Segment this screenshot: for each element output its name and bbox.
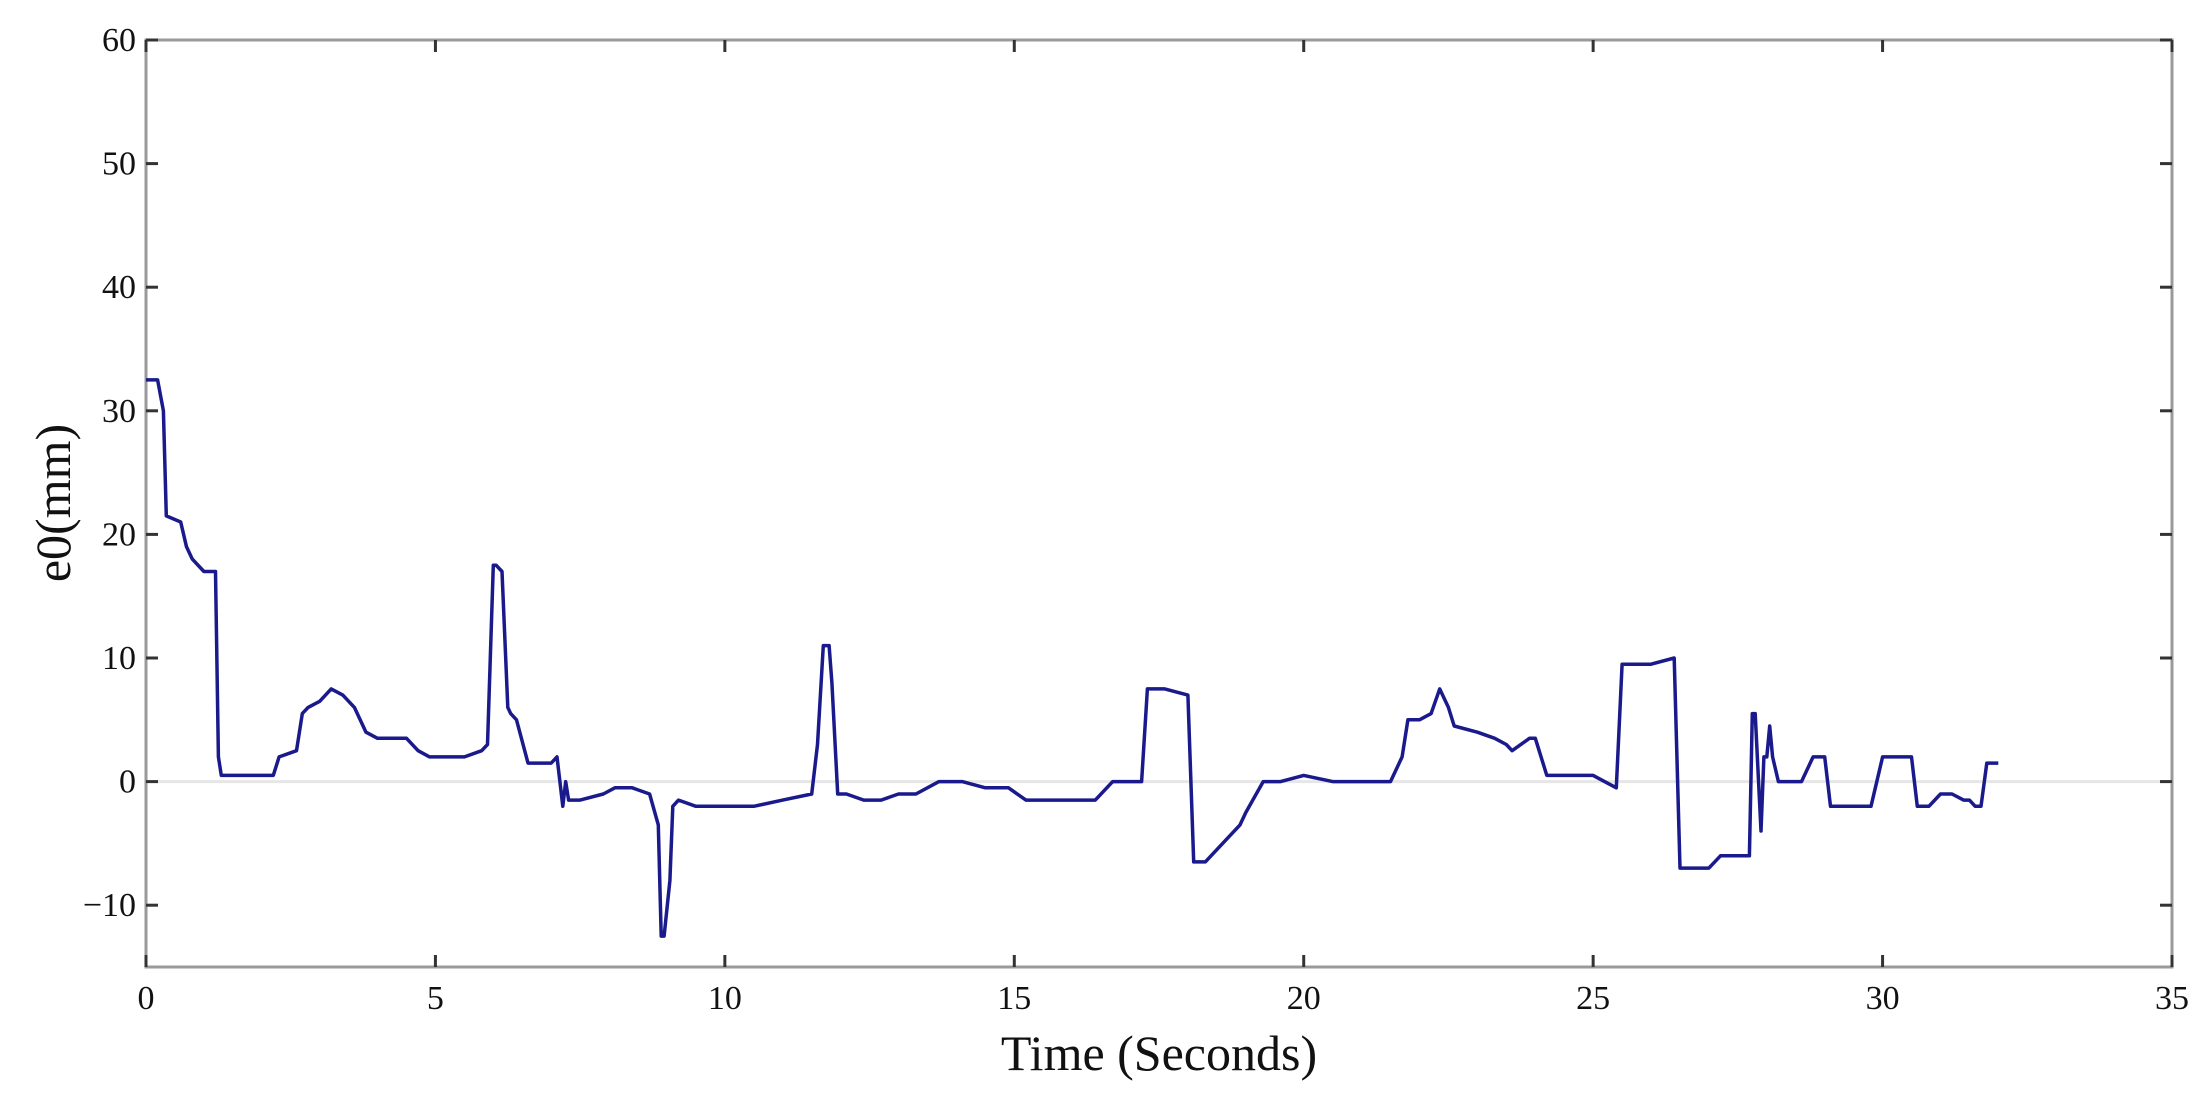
x-tick-label: 10	[708, 980, 742, 1017]
x-axis-title: Time (Seconds)	[1001, 1025, 1317, 1081]
y-tick-label: 0	[119, 764, 136, 801]
y-tick-labels: −10 0 10 20 30 40 50 60	[83, 22, 136, 924]
y-ticks	[146, 38, 2172, 907]
x-ticks	[144, 40, 2174, 967]
y-axis-title: e0(mm)	[25, 424, 81, 582]
x-tick-labels: 0 5 10 15 20 25 30 35	[138, 980, 2190, 1017]
x-tick-label: 0	[138, 980, 155, 1017]
y-tick-label: 30	[102, 393, 136, 430]
x-tick-label: 25	[1576, 980, 1610, 1017]
y-tick-label: 10	[102, 640, 136, 677]
x-tick-label: 20	[1287, 980, 1321, 1017]
y-tick-label: −10	[83, 887, 136, 924]
y-tick-label: 40	[102, 269, 136, 306]
y-tick-label: 50	[102, 146, 136, 183]
x-tick-label: 30	[1866, 980, 1900, 1017]
x-tick-label: 5	[427, 980, 444, 1017]
x-tick-label: 35	[2155, 980, 2189, 1017]
y-tick-label: 20	[102, 516, 136, 553]
x-tick-label: 15	[997, 980, 1031, 1017]
y-tick-label: 60	[102, 22, 136, 59]
plot-frame	[144, 38, 2174, 969]
series-line	[146, 378, 1999, 938]
